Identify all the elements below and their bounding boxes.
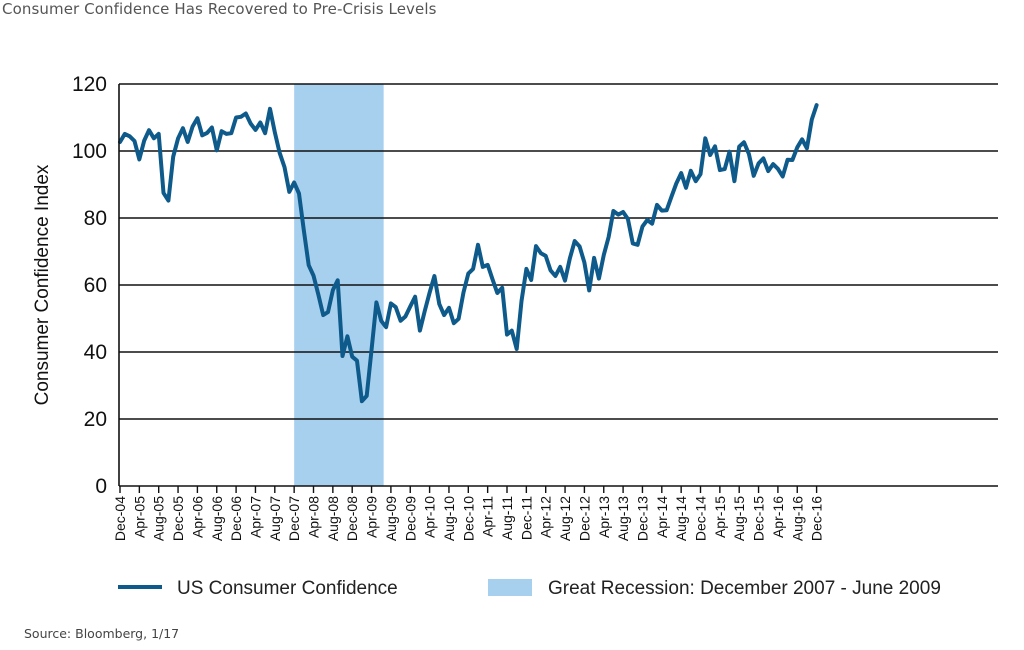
y-axis-label: Consumer Confidence Index <box>32 164 53 405</box>
x-tick-label-Apr-16: Apr-16 <box>770 496 786 538</box>
x-tick-label-Dec-13: Dec-13 <box>634 496 650 541</box>
x-tick-label-Dec-15: Dec-15 <box>751 496 767 541</box>
x-tick-label-Apr-14: Apr-14 <box>654 496 670 538</box>
x-tick-label-Dec-14: Dec-14 <box>693 496 709 541</box>
x-tick-label-Dec-16: Dec-16 <box>809 496 825 541</box>
x-tick-label-Apr-08: Apr-08 <box>306 496 322 538</box>
x-tick-label-Dec-09: Dec-09 <box>402 496 418 541</box>
x-tick-label-Dec-10: Dec-10 <box>460 496 476 541</box>
x-tick-label-Apr-15: Apr-15 <box>712 496 728 538</box>
x-tick-label-Aug-11: Aug-11 <box>499 496 515 540</box>
x-tick-label-Apr-10: Apr-10 <box>422 496 438 538</box>
x-tick-label-Dec-07: Dec-07 <box>286 496 302 541</box>
x-tick-label-Aug-13: Aug-13 <box>615 496 631 541</box>
x-tick-label-Dec-12: Dec-12 <box>576 496 592 541</box>
y-tick-label-60: 60 <box>84 274 107 297</box>
x-tick-label-Aug-05: Aug-05 <box>151 496 167 541</box>
x-tick-label-Apr-07: Apr-07 <box>247 496 263 538</box>
x-tick-label-Apr-06: Apr-06 <box>189 496 205 538</box>
x-tick-label-Aug-09: Aug-09 <box>383 496 399 541</box>
series-layer <box>118 103 819 404</box>
y-tick-label-40: 40 <box>84 341 107 364</box>
x-tick-label-Dec-06: Dec-06 <box>228 496 244 541</box>
x-tick-label-Dec-11: Dec-11 <box>518 496 534 540</box>
x-tick-label-Aug-07: Aug-07 <box>267 496 283 541</box>
x-tick-label-Aug-15: Aug-15 <box>731 496 747 541</box>
x-tick-label-Apr-11: Apr-11 <box>480 496 496 537</box>
x-tick-label-Dec-08: Dec-08 <box>344 496 360 541</box>
grid-layer <box>119 83 998 420</box>
legend: US Consumer Confidence Great Recession: … <box>118 578 941 599</box>
x-tick-label-Apr-12: Apr-12 <box>538 496 554 538</box>
x-tick-label-Apr-09: Apr-09 <box>364 496 380 538</box>
legend-label-consumer-confidence: US Consumer Confidence <box>177 578 398 599</box>
y-tick-label-20: 20 <box>84 408 107 431</box>
x-tick-label-Apr-13: Apr-13 <box>596 496 612 538</box>
x-tick-label-Aug-16: Aug-16 <box>789 496 805 541</box>
y-tick-label-100: 100 <box>72 140 107 163</box>
legend-label-great-recession: Great Recession: December 2007 - June 20… <box>548 578 941 599</box>
x-tick-label-Dec-05: Dec-05 <box>170 496 186 541</box>
x-tick-label-Aug-08: Aug-08 <box>325 496 341 541</box>
source-note: Source: Bloomberg, 1/17 <box>24 626 180 641</box>
x-tick-label-Aug-06: Aug-06 <box>209 496 225 541</box>
legend-swatch-great-recession <box>488 579 532 596</box>
chart-title: Consumer Confidence Has Recovered to Pre… <box>2 0 437 18</box>
x-tick-label-Aug-12: Aug-12 <box>557 496 573 541</box>
series-line-consumer-confidence <box>118 103 819 404</box>
y-tick-label-0: 0 <box>95 475 107 498</box>
x-tick-label-Apr-05: Apr-05 <box>131 496 147 538</box>
x-tick-label-Aug-10: Aug-10 <box>441 496 457 541</box>
y-tick-label-80: 80 <box>84 207 107 230</box>
y-tick-label-120: 120 <box>72 73 107 96</box>
x-tick-label-Aug-14: Aug-14 <box>673 496 689 541</box>
x-tick-label-Dec-04: Dec-04 <box>112 496 128 541</box>
